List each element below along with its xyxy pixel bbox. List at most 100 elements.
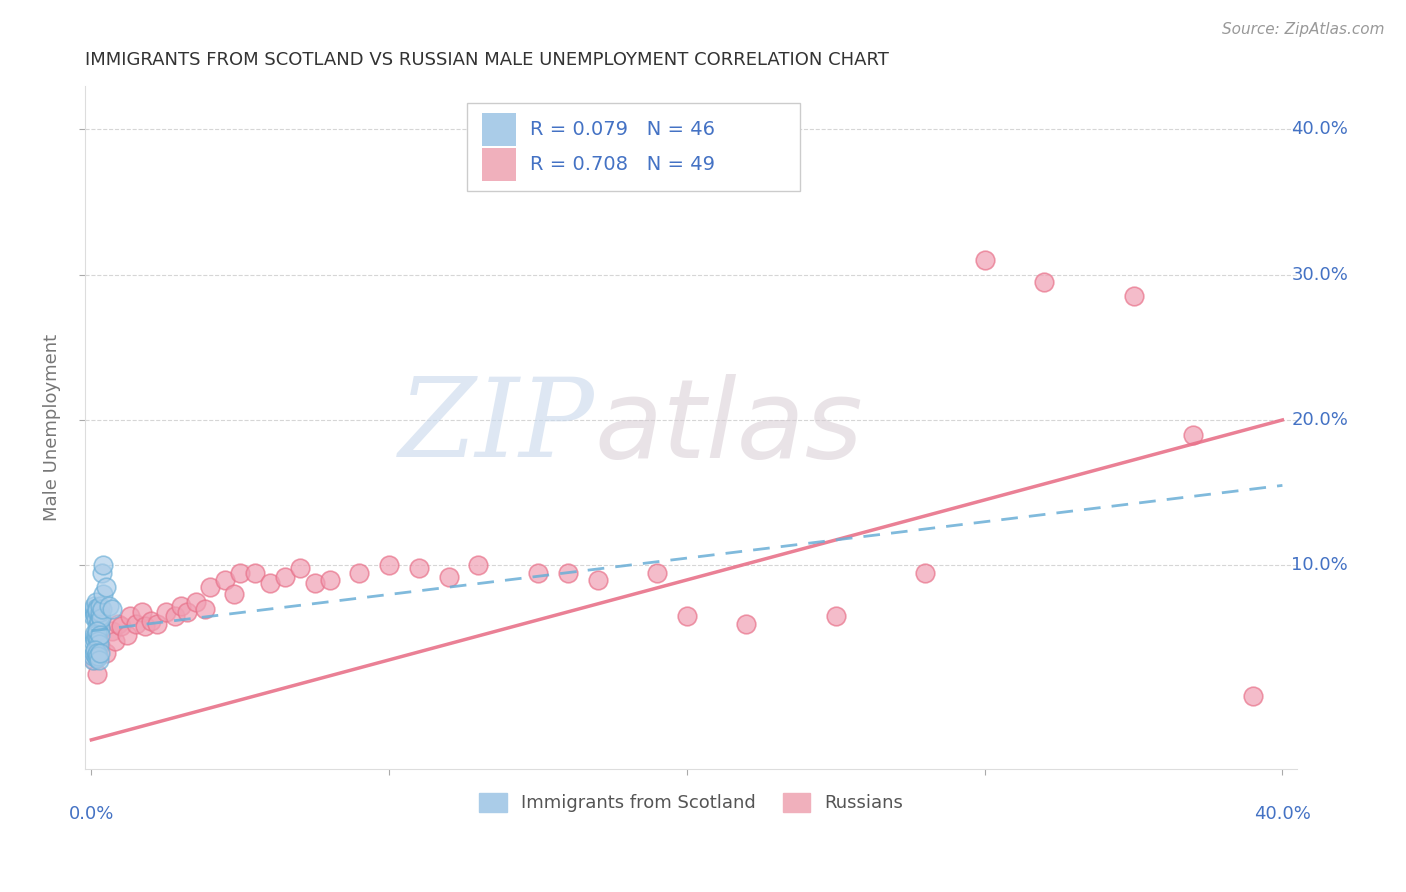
Point <box>170 599 193 613</box>
Point <box>101 624 124 638</box>
Point <box>125 616 148 631</box>
Point <box>83 630 105 644</box>
Point <box>87 624 110 638</box>
Point <box>824 609 846 624</box>
Text: 10.0%: 10.0% <box>1291 557 1348 574</box>
Point <box>86 631 108 645</box>
Point <box>89 638 111 652</box>
Text: 40.0%: 40.0% <box>1254 805 1310 823</box>
Point <box>527 566 550 580</box>
Point <box>349 566 371 580</box>
Point <box>89 621 111 635</box>
Point <box>90 566 112 580</box>
Point <box>87 614 110 628</box>
Point <box>408 561 430 575</box>
Point <box>318 573 340 587</box>
Text: 0.0%: 0.0% <box>69 805 114 823</box>
Text: atlas: atlas <box>595 374 863 481</box>
Point <box>243 566 266 580</box>
Point <box>86 667 108 681</box>
Point <box>378 558 401 573</box>
Point <box>735 616 758 631</box>
Point <box>84 612 107 626</box>
Point <box>676 609 699 624</box>
Point <box>86 603 108 617</box>
Point <box>86 600 108 615</box>
Point <box>83 605 105 619</box>
Text: 20.0%: 20.0% <box>1291 411 1348 429</box>
Point <box>557 566 579 580</box>
Point <box>1241 690 1264 704</box>
FancyBboxPatch shape <box>467 103 800 192</box>
Point <box>176 605 198 619</box>
Point <box>155 605 177 619</box>
Text: ZIP: ZIP <box>398 374 595 481</box>
Point <box>86 619 108 633</box>
FancyBboxPatch shape <box>482 113 516 145</box>
Point <box>139 614 162 628</box>
Point <box>89 609 111 624</box>
Point <box>274 570 297 584</box>
Y-axis label: Male Unemployment: Male Unemployment <box>44 334 60 521</box>
Point <box>224 587 246 601</box>
Point <box>87 616 110 631</box>
Point <box>586 573 609 587</box>
Point <box>96 580 118 594</box>
Text: 40.0%: 40.0% <box>1291 120 1348 138</box>
Point <box>467 558 489 573</box>
Point <box>87 634 110 648</box>
Point <box>163 609 186 624</box>
Point <box>84 632 107 647</box>
Point <box>87 653 110 667</box>
Point <box>134 619 156 633</box>
Point <box>86 646 108 660</box>
Point <box>229 566 252 580</box>
Point <box>83 646 105 660</box>
Point <box>104 634 127 648</box>
Text: 30.0%: 30.0% <box>1291 266 1348 284</box>
Legend: Immigrants from Scotland, Russians: Immigrants from Scotland, Russians <box>471 784 912 822</box>
Point <box>1122 289 1144 303</box>
Point <box>82 653 104 667</box>
Point <box>259 575 281 590</box>
Point <box>83 602 105 616</box>
Point <box>115 628 138 642</box>
Point <box>86 605 108 619</box>
Text: Source: ZipAtlas.com: Source: ZipAtlas.com <box>1222 22 1385 37</box>
Point <box>90 602 112 616</box>
Point <box>107 616 129 631</box>
Point <box>82 648 104 663</box>
Point <box>1033 275 1056 289</box>
Text: IMMIGRANTS FROM SCOTLAND VS RUSSIAN MALE UNEMPLOYMENT CORRELATION CHART: IMMIGRANTS FROM SCOTLAND VS RUSSIAN MALE… <box>86 51 890 69</box>
Text: R = 0.079   N = 46: R = 0.079 N = 46 <box>530 120 716 139</box>
Point <box>86 624 108 638</box>
Point <box>98 599 121 613</box>
Point <box>87 637 110 651</box>
Point <box>89 646 111 660</box>
Point <box>89 605 111 619</box>
Point <box>110 619 132 633</box>
Point <box>1182 427 1205 442</box>
Point <box>87 648 110 663</box>
Point <box>82 634 104 648</box>
Point <box>120 609 142 624</box>
Point <box>83 599 105 613</box>
Point <box>200 580 222 594</box>
Point <box>914 566 936 580</box>
Point <box>645 566 668 580</box>
Point <box>288 561 311 575</box>
Point <box>193 602 215 616</box>
Point <box>82 609 104 624</box>
Point <box>84 642 107 657</box>
FancyBboxPatch shape <box>482 148 516 181</box>
Point <box>146 616 169 631</box>
Point <box>84 648 107 663</box>
Point <box>83 653 105 667</box>
Point <box>91 587 114 601</box>
Point <box>90 611 112 625</box>
Point <box>131 605 153 619</box>
Point <box>84 595 107 609</box>
Point <box>84 607 107 622</box>
Point <box>973 252 995 267</box>
Point <box>214 573 236 587</box>
